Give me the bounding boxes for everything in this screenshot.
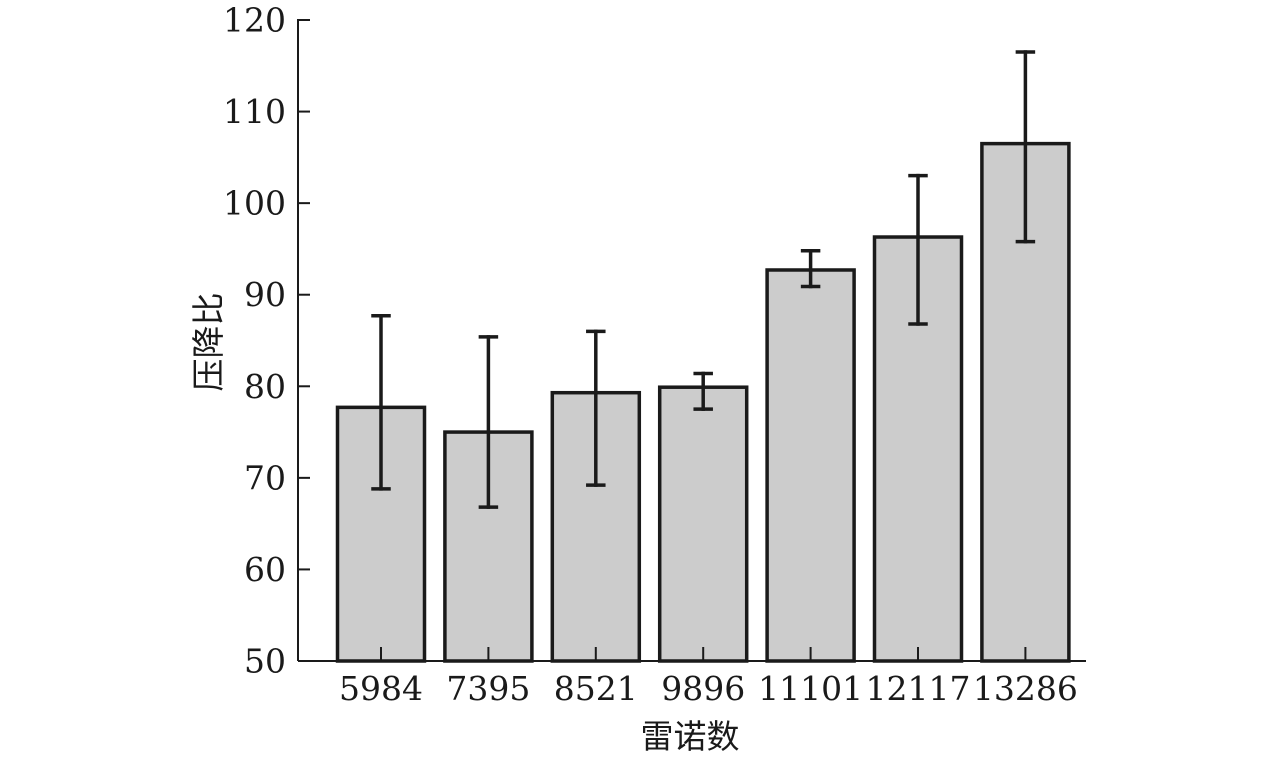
y-tick-label: 110 (223, 92, 286, 131)
x-tick-label: 11101 (758, 669, 863, 708)
y-tick-label: 120 (223, 1, 286, 40)
y-tick-label: 100 (223, 184, 286, 223)
y-tick-label: 90 (244, 275, 286, 314)
x-ticks-group: 5984 7395 8521 9896 11101 12117 13286 (339, 647, 1078, 708)
error-bar-9896 (693, 371, 713, 411)
axes-group (297, 19, 1086, 662)
error-bar-5984 (371, 314, 391, 491)
x-axis-title: 雷诺数 (641, 717, 740, 756)
y-tick-label: 80 (244, 367, 286, 406)
error-bar-7395 (478, 335, 499, 509)
x-tick-label: 8521 (554, 669, 638, 708)
error-bar-8521 (586, 329, 606, 487)
y-tick-label: 70 (244, 458, 286, 497)
x-tick-label: 13286 (973, 669, 1078, 708)
x-tick-label: 12117 (866, 669, 971, 708)
x-tick-label: 5984 (339, 669, 423, 708)
y-ticks-group: 50 60 70 80 90 100 110 120 (223, 1, 310, 681)
error-bar-13286 (1015, 50, 1036, 244)
bar-9896 (657, 385, 749, 663)
x-tick-label: 7395 (446, 669, 530, 708)
error-bar-11101 (800, 249, 821, 289)
bar-11101 (765, 268, 856, 663)
error-bars-group (371, 50, 1036, 509)
error-bar-12117 (908, 173, 928, 326)
y-tick-label: 50 (244, 642, 286, 681)
y-axis-title: 压降比 (189, 293, 228, 392)
x-tick-label: 9896 (661, 669, 745, 708)
y-tick-label: 60 (244, 550, 286, 589)
